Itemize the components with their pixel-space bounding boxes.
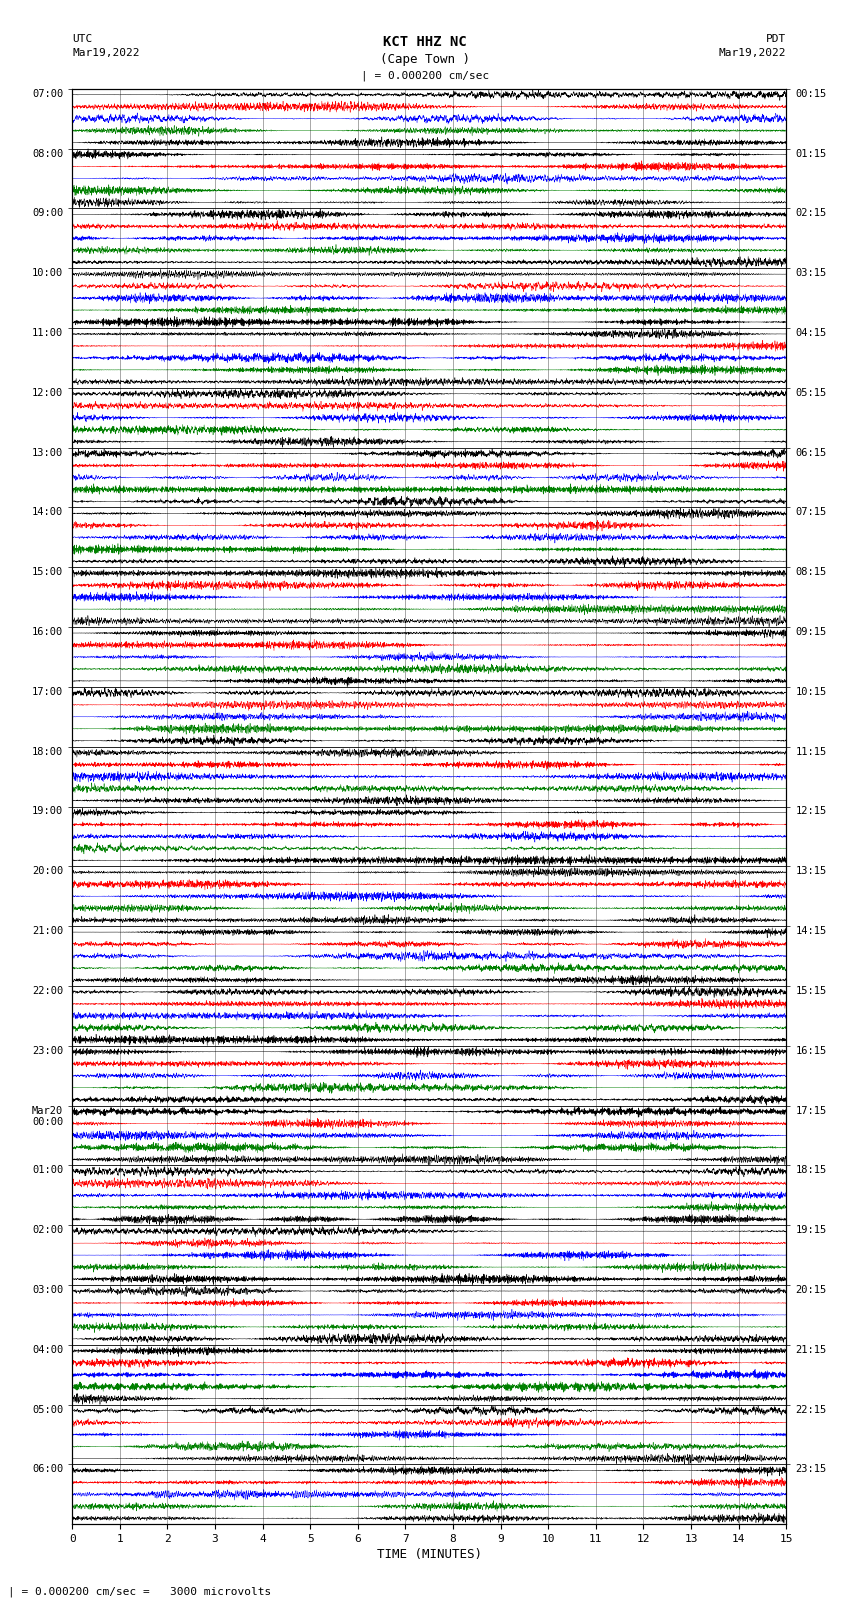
Text: | = 0.000200 cm/sec: | = 0.000200 cm/sec [361, 71, 489, 82]
X-axis label: TIME (MINUTES): TIME (MINUTES) [377, 1548, 482, 1561]
Text: | = 0.000200 cm/sec =   3000 microvolts: | = 0.000200 cm/sec = 3000 microvolts [8, 1586, 272, 1597]
Text: Mar19,2022: Mar19,2022 [719, 48, 786, 58]
Text: UTC: UTC [72, 34, 93, 44]
Text: PDT: PDT [766, 34, 786, 44]
Text: (Cape Town ): (Cape Town ) [380, 53, 470, 66]
Text: Mar19,2022: Mar19,2022 [72, 48, 139, 58]
Text: KCT HHZ NC: KCT HHZ NC [383, 35, 467, 50]
